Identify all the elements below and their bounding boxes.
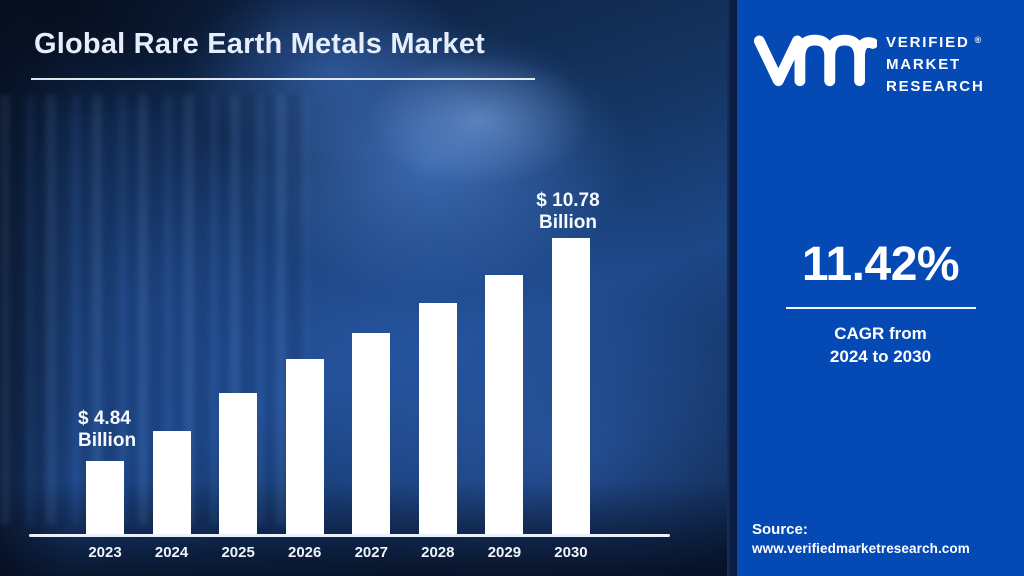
bar-2028 (418, 303, 457, 535)
value-label-2030: $ 10.78 Billion (536, 190, 599, 234)
brand-logo: VERIFIED ® MARKET RESEARCH (737, 0, 1024, 98)
info-panel: VERIFIED ® MARKET RESEARCH 11.42% CAGR fr… (737, 0, 1024, 576)
x-tick-2025: 2025 (221, 544, 255, 561)
bar-2027 (352, 333, 391, 535)
source-url[interactable]: www.verifiedmarketresearch.com (752, 541, 970, 556)
x-tick-2029: 2029 (487, 544, 522, 561)
x-tick-2028: 2028 (421, 544, 455, 561)
page-title: Global Rare Earth Metals Market (34, 28, 486, 60)
x-axis-tick-labels: 2023 2024 2025 2026 2027 2028 2029 2030 (86, 544, 590, 561)
value-label-2030-amount: $ 10.78 (536, 190, 600, 211)
brand-word-verified: VERIFIED (886, 34, 970, 51)
bar-2024 (152, 431, 191, 535)
x-tick-2026: 2026 (288, 544, 322, 561)
value-label-2030-unit: Billion (538, 212, 598, 233)
title-underline (31, 78, 535, 80)
x-tick-2030: 2030 (554, 544, 588, 561)
bar-2025 (219, 393, 258, 535)
value-label-2023-amount: $ 4.84 (78, 408, 131, 429)
x-tick-2027: 2027 (354, 544, 388, 561)
x-axis-line (29, 534, 670, 537)
source-label: Source: (752, 521, 808, 538)
cagr-caption-line1: CAGR from (834, 324, 927, 343)
cagr-stat: 11.42% CAGR from 2024 to 2030 (737, 237, 1024, 368)
bar-2026 (285, 359, 324, 535)
x-tick-2023: 2023 (88, 544, 122, 561)
chart-panel: Global Rare Earth Metals Market 2023 2024… (0, 0, 727, 576)
cagr-value: 11.42% (801, 238, 960, 291)
bar-2023 (86, 461, 124, 535)
bar-2030 (551, 238, 590, 535)
x-tick-2024: 2024 (154, 544, 189, 561)
brand-word-market: MARKET (886, 56, 961, 73)
cagr-divider (785, 307, 976, 309)
brand-logo-text: VERIFIED ® MARKET RESEARCH (886, 28, 985, 98)
source-block: Source: www.verifiedmarketresearch.com (752, 520, 970, 558)
vmr-logo-icon (753, 34, 877, 87)
value-label-2023-unit: Billion (78, 430, 137, 451)
cagr-caption-line2: 2024 to 2030 (829, 347, 932, 366)
panel-divider (727, 0, 737, 576)
brand-word-research: RESEARCH (886, 78, 985, 95)
bar-2029 (485, 275, 524, 535)
value-label-2023: $ 4.84 Billion (78, 408, 136, 452)
bar-chart-bars (86, 225, 590, 535)
registered-trademark-icon: ® (974, 35, 982, 45)
